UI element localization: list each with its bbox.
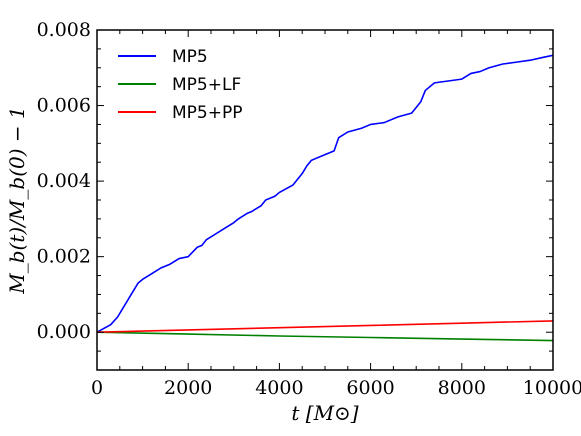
x-tick-label: 8000	[438, 377, 486, 399]
x-tick-label: 0	[91, 377, 103, 399]
x-tick-label: 4000	[255, 377, 303, 399]
legend: MP5 MP5+LF MP5+PP	[118, 47, 242, 123]
y-tick-label: 0.000	[37, 321, 91, 343]
y-tick-label: 0.006	[37, 95, 91, 117]
y-axis-label: M_b(t)/M_b(0) − 1	[5, 106, 29, 294]
series-line-mp5	[96, 54, 554, 333]
x-tick-label: 6000	[346, 377, 394, 399]
plot-layer	[96, 54, 554, 342]
legend-label: MP5	[172, 47, 208, 67]
x-axis-label: t [M⊙]	[291, 401, 358, 425]
series-line-mp5-lf	[96, 331, 554, 342]
legend-label: MP5+PP	[172, 103, 242, 123]
y-tick-label: 0.004	[37, 170, 91, 192]
series-line-mp5-pp	[96, 320, 554, 334]
ticks-layer: 0 2000 4000 6000 8000 10000 0.000 0.002 0.004 0.0…	[37, 19, 581, 399]
y-tick-label: 0.002	[37, 246, 91, 268]
x-tick-label: 2000	[164, 377, 212, 399]
legend-label: MP5+LF	[172, 75, 241, 95]
y-tick-label: 0.008	[37, 19, 91, 41]
x-tick-label: 10000	[523, 377, 581, 399]
plot-frame	[96, 29, 554, 371]
